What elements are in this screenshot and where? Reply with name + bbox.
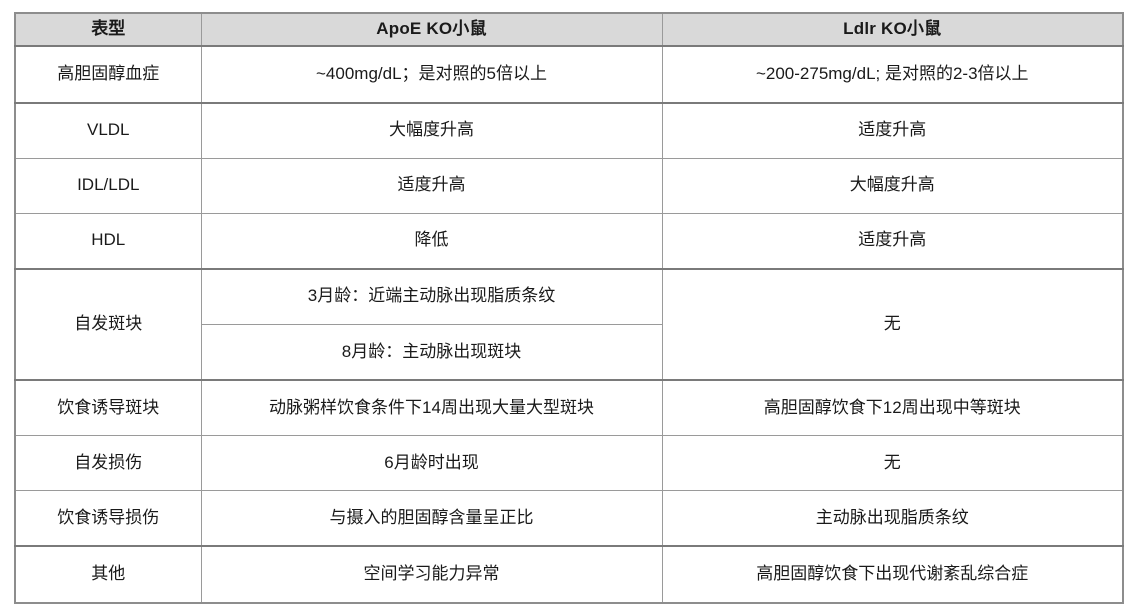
cell-apoe-hdl: 降低 — [200, 212, 663, 270]
table-row: 其他 空间学习能力异常 高胆固醇饮食下出现代谢紊乱综合症 — [14, 545, 1124, 604]
row-label-spontaneous-lesion: 自发损伤 — [14, 435, 202, 492]
cell-ldlr-diet-induced-lesion: 主动脉出现脂质条纹 — [661, 490, 1124, 547]
cell-apoe-vldl: 大幅度升高 — [200, 101, 663, 159]
table-row: 自发斑块 3月龄：近端主动脉出现脂质条纹 无 — [14, 267, 1124, 381]
table-row: VLDL 大幅度升高 适度升高 — [14, 101, 1124, 159]
phenotype-comparison-table: 表型 ApoE KO小鼠 Ldlr KO小鼠 高胆固醇血症 ~400mg/dL；… — [14, 12, 1124, 604]
cell-ldlr-spontaneous-plaque: 无 — [661, 267, 1124, 381]
row-label-diet-induced-lesion: 饮食诱导损伤 — [14, 490, 202, 547]
cell-apoe-diet-induced-lesion: 与摄入的胆固醇含量呈正比 — [200, 490, 663, 547]
row-label-spontaneous-plaque: 自发斑块 — [14, 267, 202, 381]
table-row: 8月龄：主动脉出现斑块 — [15, 323, 1123, 381]
row-label-hypercholesterolemia: 高胆固醇血症 — [14, 44, 202, 103]
cell-apoe-other: 空间学习能力异常 — [200, 545, 663, 604]
table-row: 饮食诱导损伤 与摄入的胆固醇含量呈正比 主动脉出现脂质条纹 — [14, 490, 1124, 547]
row-label-vldl: VLDL — [14, 101, 202, 159]
row-label-hdl: HDL — [14, 212, 202, 270]
table-row: 自发损伤 6月龄时出现 无 — [14, 435, 1124, 492]
cell-ldlr-idl-ldl: 大幅度升高 — [661, 157, 1124, 214]
row-label-idl-ldl: IDL/LDL — [14, 157, 202, 214]
cell-apoe-spontaneous-lesion: 6月龄时出现 — [200, 435, 663, 492]
row-label-other: 其他 — [14, 545, 202, 604]
cell-apoe-idl-ldl: 适度升高 — [200, 157, 663, 214]
cell-ldlr-other: 高胆固醇饮食下出现代谢紊乱综合症 — [661, 545, 1124, 604]
cell-ldlr-hdl: 适度升高 — [661, 212, 1124, 270]
cell-apoe-hypercholesterolemia: ~400mg/dL；是对照的5倍以上 — [200, 44, 663, 103]
table-row: 高胆固醇血症 ~400mg/dL；是对照的5倍以上 ~200-275mg/dL;… — [14, 44, 1124, 103]
cell-apoe-spontaneous-plaque-3mo: 3月龄：近端主动脉出现脂质条纹 — [200, 267, 663, 325]
table-row: IDL/LDL 适度升高 大幅度升高 — [14, 157, 1124, 214]
cell-apoe-diet-induced-plaque: 动脉粥样饮食条件下14周出现大量大型斑块 — [200, 379, 663, 437]
column-header-phenotype: 表型 — [14, 12, 202, 47]
phenotype-comparison-table-container: 表型 ApoE KO小鼠 Ldlr KO小鼠 高胆固醇血症 ~400mg/dL；… — [14, 12, 1124, 604]
row-label-diet-induced-plaque: 饮食诱导斑块 — [14, 379, 202, 437]
table-header-row: 表型 ApoE KO小鼠 Ldlr KO小鼠 — [14, 12, 1124, 47]
column-header-apoe-ko: ApoE KO小鼠 — [200, 12, 663, 47]
table-row: HDL 降低 适度升高 — [14, 212, 1124, 270]
cell-apoe-spontaneous-plaque-8mo: 8月龄：主动脉出现斑块 — [200, 323, 663, 381]
cell-ldlr-spontaneous-lesion: 无 — [661, 435, 1124, 492]
table-row: 饮食诱导斑块 动脉粥样饮食条件下14周出现大量大型斑块 高胆固醇饮食下12周出现… — [14, 379, 1124, 437]
cell-ldlr-hypercholesterolemia: ~200-275mg/dL; 是对照的2-3倍以上 — [661, 44, 1124, 103]
cell-ldlr-diet-induced-plaque: 高胆固醇饮食下12周出现中等斑块 — [661, 379, 1124, 437]
column-header-ldlr-ko: Ldlr KO小鼠 — [661, 12, 1124, 47]
cell-ldlr-vldl: 适度升高 — [661, 101, 1124, 159]
